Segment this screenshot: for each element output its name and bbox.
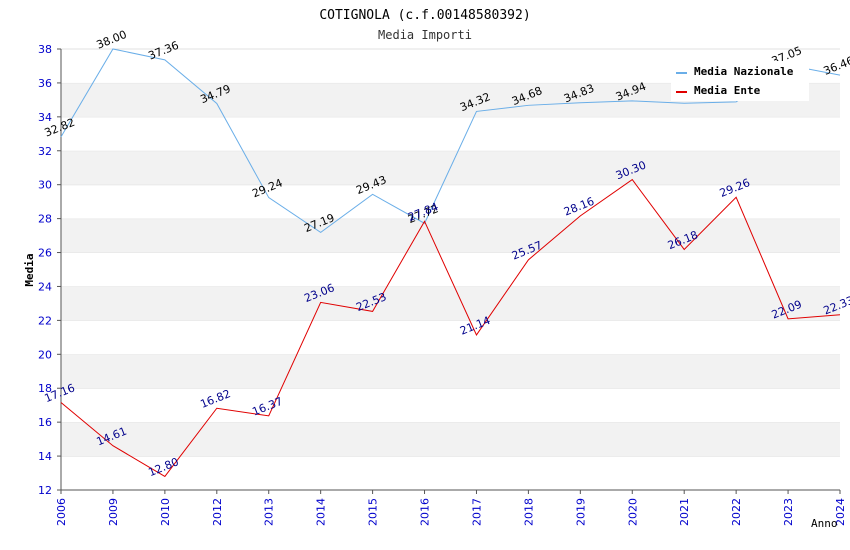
series-line-ente bbox=[60, 178, 841, 478]
y-tick-label: 34 bbox=[38, 111, 52, 124]
series-line-nazionale bbox=[60, 48, 841, 233]
y-tick-label: 20 bbox=[38, 348, 52, 361]
y-tick-label: 24 bbox=[38, 280, 52, 293]
grid-band bbox=[61, 388, 840, 423]
series-layer bbox=[60, 48, 841, 478]
x-tick-label: 2018 bbox=[522, 498, 535, 526]
grid-band bbox=[61, 422, 840, 457]
x-tick-label: 2013 bbox=[263, 498, 276, 526]
grid-band bbox=[61, 456, 840, 490]
grid-band bbox=[61, 184, 840, 219]
y-tick-label: 14 bbox=[38, 450, 52, 463]
x-tick-label: 2010 bbox=[159, 498, 172, 526]
grid-band bbox=[61, 252, 840, 287]
y-tick-label: 36 bbox=[38, 77, 52, 90]
x-tick-label: 2015 bbox=[367, 498, 380, 526]
y-tick-label: 26 bbox=[38, 247, 52, 260]
legend-label-nazionale: Media Nazionale bbox=[694, 65, 794, 78]
data-label-nazionale: 38.00 bbox=[95, 28, 129, 52]
legend-box bbox=[671, 61, 809, 101]
x-tick-label: 2009 bbox=[107, 498, 120, 526]
x-tick-label: 2023 bbox=[782, 498, 795, 526]
x-tick-label: 2022 bbox=[730, 498, 743, 526]
x-tick-label: 2020 bbox=[626, 498, 639, 526]
x-tick-label: 2006 bbox=[55, 498, 68, 526]
y-tick-label: 22 bbox=[38, 314, 52, 327]
grid-bands bbox=[61, 48, 840, 490]
y-tick-label: 28 bbox=[38, 213, 52, 226]
y-tick-label: 18 bbox=[38, 382, 52, 395]
x-axis-ticks: 2006 2009 2010 2012 2013 2014 2015 2016 2017 2018… bbox=[55, 490, 847, 526]
grid-band bbox=[61, 320, 840, 355]
y-tick-label: 16 bbox=[38, 416, 52, 429]
grid-band bbox=[61, 218, 840, 253]
y-axis-label: Media bbox=[23, 253, 36, 286]
y-tick-label: 38 bbox=[38, 43, 52, 56]
y-tick-label: 12 bbox=[38, 484, 52, 497]
x-tick-label: 2016 bbox=[419, 498, 432, 526]
x-axis-label: Anno bbox=[811, 517, 838, 530]
legend: Media Nazionale Media Ente bbox=[671, 61, 809, 101]
x-tick-label: 2017 bbox=[470, 498, 483, 526]
x-tick-label: 2012 bbox=[211, 498, 224, 526]
legend-label-ente: Media Ente bbox=[694, 84, 761, 97]
chart-title: COTIGNOLA (c.f.00148580392) bbox=[319, 8, 530, 23]
y-tick-label: 30 bbox=[38, 179, 52, 192]
grid-band bbox=[61, 354, 840, 389]
x-tick-label: 2019 bbox=[574, 498, 587, 526]
x-tick-label: 2021 bbox=[678, 498, 691, 526]
grid-band bbox=[61, 286, 840, 321]
grid-band bbox=[61, 116, 840, 151]
x-tick-label: 2024 bbox=[834, 498, 847, 526]
y-axis-ticks: 12 14 16 18 20 22 24 26 28 30 32 34 36 38 bbox=[38, 43, 61, 497]
y-tick-label: 32 bbox=[38, 145, 52, 158]
axes bbox=[60, 49, 840, 491]
chart-subtitle: Media Importi bbox=[378, 28, 472, 42]
x-tick-label: 2014 bbox=[315, 498, 328, 526]
